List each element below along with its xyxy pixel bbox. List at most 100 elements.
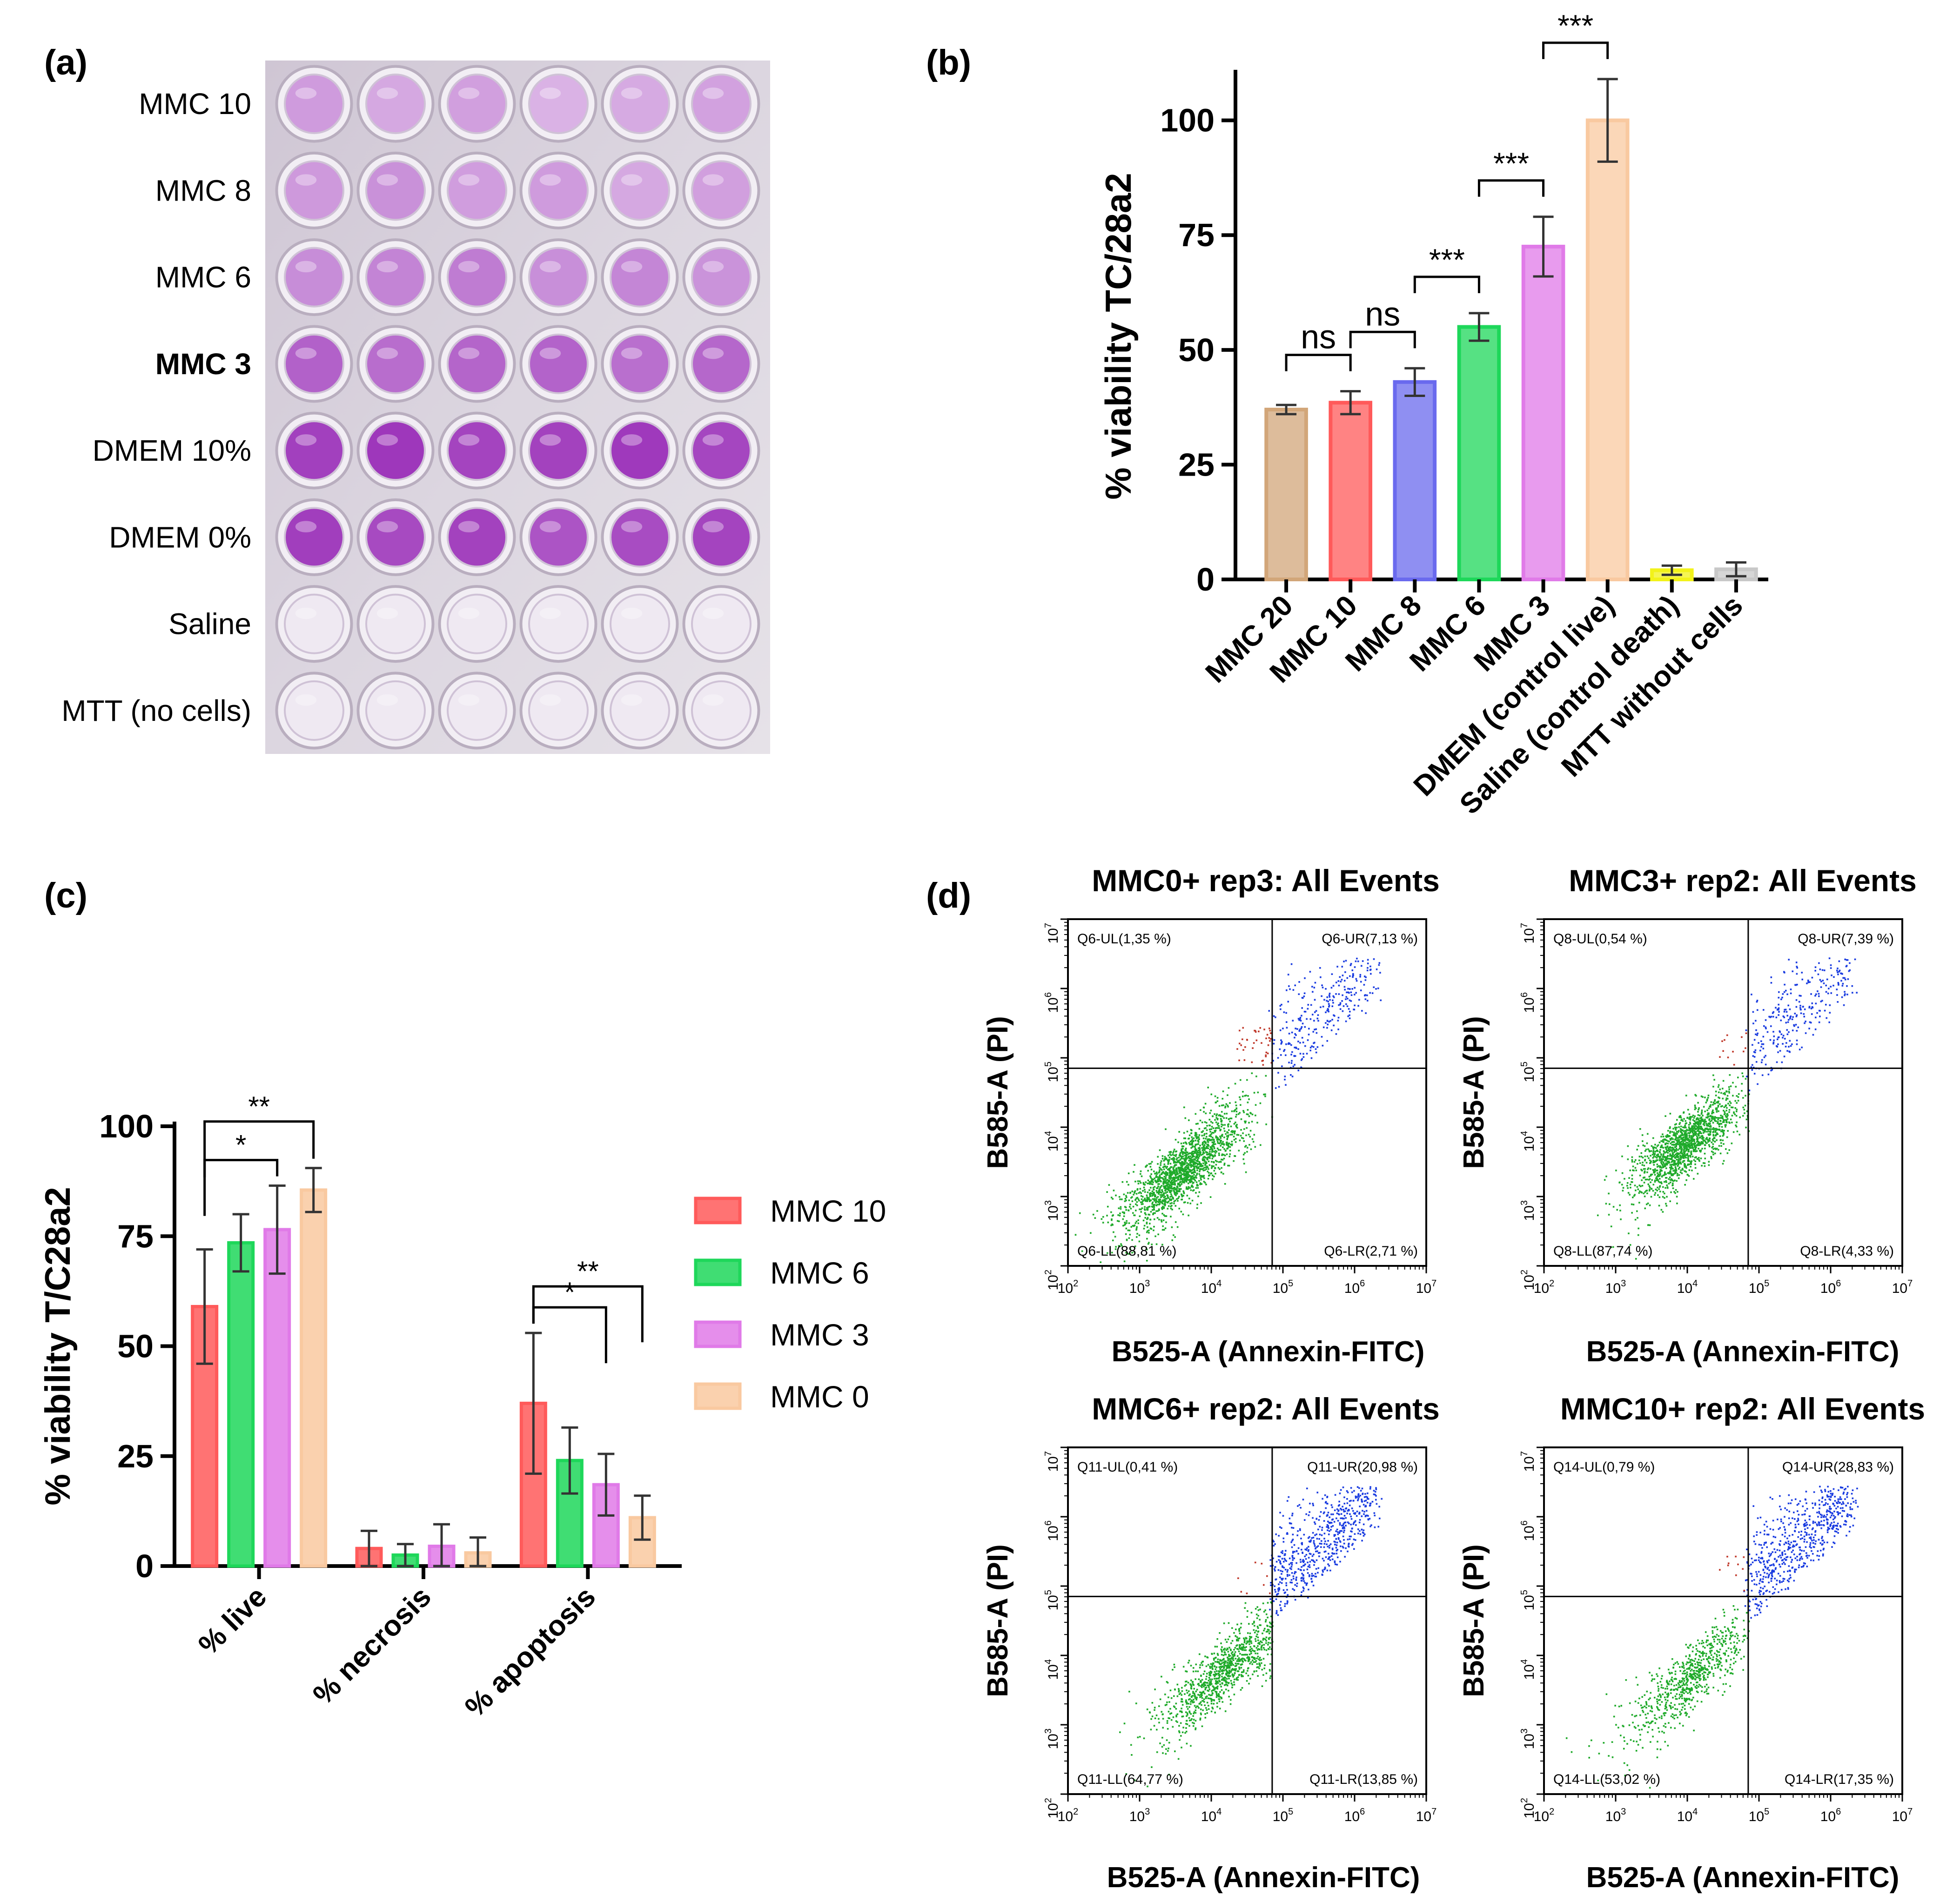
event-dot-live	[1270, 1626, 1272, 1628]
event-dot-live	[1161, 1202, 1163, 1204]
event-dot-live	[1200, 1177, 1202, 1179]
event-dot-apoptotic	[1349, 1014, 1350, 1016]
event-dot-live	[1212, 1115, 1214, 1117]
event-dot-live	[1143, 1186, 1145, 1189]
event-dot-necrotic	[1242, 1027, 1244, 1029]
event-dot-apoptotic	[1783, 1056, 1785, 1057]
event-dot-apoptotic	[1783, 1016, 1785, 1018]
event-dot-live	[1680, 1146, 1683, 1148]
event-dot-live	[1745, 1118, 1748, 1121]
event-dot-live	[1738, 1093, 1740, 1095]
event-dot-live	[1665, 1150, 1668, 1153]
event-dot-apoptotic	[1365, 1012, 1367, 1014]
event-dot-live	[1677, 1165, 1679, 1167]
event-dot-live	[1712, 1127, 1714, 1129]
event-dot-live	[1115, 1246, 1117, 1248]
event-dot-live	[1178, 1179, 1180, 1181]
event-dot-live	[1118, 1207, 1120, 1210]
well-highlight	[295, 261, 317, 273]
event-dot-live	[1717, 1117, 1719, 1119]
event-dot-apoptotic	[1777, 1051, 1779, 1053]
event-dot-live	[1201, 1135, 1203, 1136]
event-dot-live	[1163, 1744, 1165, 1746]
event-dot-live	[1717, 1102, 1719, 1104]
event-dot-apoptotic	[1347, 1015, 1349, 1017]
event-dot-live	[1214, 1095, 1216, 1097]
event-dot-live	[1185, 1684, 1187, 1686]
event-dot-live	[1164, 1197, 1167, 1200]
event-dot-live	[1216, 1694, 1218, 1696]
event-dot-live	[1159, 1194, 1161, 1196]
event-dot-live	[1710, 1126, 1712, 1128]
event-dot-apoptotic	[1787, 1021, 1789, 1023]
event-dot-live	[1658, 1181, 1660, 1183]
event-dot-live	[1267, 1644, 1269, 1646]
event-dot-live	[1672, 1168, 1674, 1170]
event-dot-live	[1151, 1181, 1153, 1183]
event-dot-apoptotic	[1838, 983, 1839, 985]
event-dot-live	[1669, 1113, 1671, 1115]
event-dot-live	[1706, 1138, 1708, 1140]
event-dot-live	[1729, 1101, 1731, 1103]
event-dot-apoptotic	[1284, 1078, 1286, 1081]
event-dot-live	[1166, 1172, 1168, 1174]
event-dot-apoptotic	[1800, 995, 1802, 997]
event-dot-live	[1688, 1126, 1690, 1128]
event-dot-apoptotic	[1786, 1029, 1788, 1031]
event-dot-live	[1243, 1111, 1245, 1113]
event-dot-live	[1695, 1122, 1697, 1124]
event-dot-live	[1257, 1627, 1259, 1629]
event-dot-live	[1725, 1090, 1727, 1092]
event-dot-live	[1199, 1664, 1201, 1666]
event-dot-live	[1172, 1181, 1174, 1183]
event-dot-live	[1211, 1126, 1213, 1128]
event-dot-live	[1667, 1140, 1669, 1142]
event-dot-live	[1728, 1092, 1730, 1094]
event-dot-apoptotic	[1844, 977, 1846, 979]
event-dot-apoptotic	[1825, 1003, 1827, 1006]
event-dot-apoptotic	[1760, 1061, 1763, 1063]
event-dot-apoptotic	[1292, 1020, 1294, 1022]
event-dot-apoptotic	[1762, 1009, 1765, 1011]
event-dot-live	[1240, 1689, 1242, 1691]
event-dot-live	[1680, 1119, 1682, 1121]
event-dot-live	[1694, 1094, 1697, 1096]
event-dot-live	[1648, 1185, 1651, 1187]
event-dot-live	[1208, 1168, 1209, 1170]
event-dot-live	[1174, 1182, 1176, 1184]
event-dot-live	[1628, 1232, 1630, 1235]
event-dot-live	[1711, 1112, 1713, 1115]
event-dot-live	[1644, 1177, 1646, 1178]
event-dot-live	[1164, 1156, 1166, 1158]
event-dot-apoptotic	[1768, 1015, 1770, 1018]
event-dot-live	[1219, 1708, 1221, 1709]
event-dot-live	[1167, 1173, 1169, 1175]
event-dot-live	[1712, 1134, 1714, 1136]
event-dot-live	[1227, 1134, 1229, 1136]
event-dot-live	[1735, 1115, 1738, 1117]
event-dot-live	[1238, 1658, 1240, 1661]
event-dot-apoptotic	[1308, 1028, 1310, 1030]
event-dot-apoptotic	[1821, 969, 1824, 971]
event-dot-apoptotic	[1761, 1043, 1763, 1045]
event-dot-apoptotic	[1371, 992, 1374, 994]
event-dot-live	[1672, 1148, 1675, 1150]
event-dot-apoptotic	[1782, 1035, 1785, 1037]
event-dot-live	[1656, 1190, 1658, 1191]
event-dot-apoptotic	[1825, 991, 1827, 993]
event-dot-live	[1677, 1155, 1678, 1157]
event-dot-live	[1709, 1140, 1711, 1142]
event-dot-live	[1712, 1151, 1714, 1153]
event-dot-live	[1712, 1140, 1714, 1142]
well-highlight	[621, 347, 643, 359]
event-dot-apoptotic	[1836, 988, 1838, 990]
well-highlight	[295, 521, 317, 532]
event-dot-live	[1706, 1100, 1708, 1102]
event-dot-live	[1658, 1165, 1660, 1167]
event-dot-live	[1190, 1165, 1192, 1167]
event-dot-live	[1231, 1134, 1233, 1136]
event-dot-live	[1141, 1198, 1143, 1200]
event-dot-apoptotic	[1805, 1021, 1806, 1022]
event-dot-live	[1161, 1189, 1163, 1191]
event-dot-live	[1689, 1145, 1691, 1147]
